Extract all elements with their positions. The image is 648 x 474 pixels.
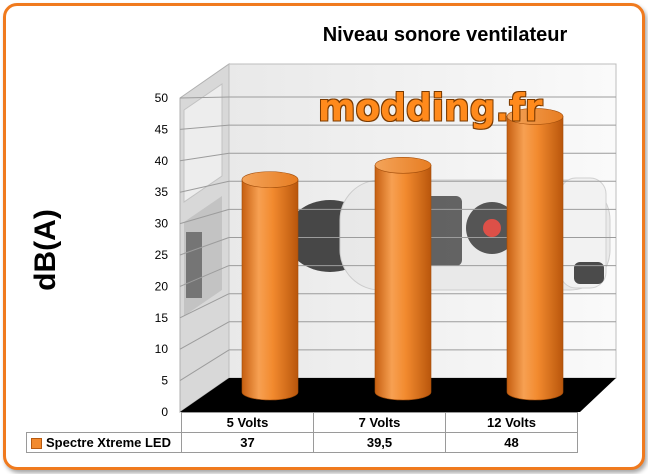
- bar-top: [374, 156, 432, 174]
- y-tick-label: 35: [155, 185, 169, 199]
- y-tick-label: 20: [155, 279, 169, 293]
- gridline: [179, 265, 230, 287]
- legend-swatch: [31, 438, 42, 450]
- bar-top: [241, 171, 299, 188]
- bar: [374, 156, 432, 401]
- data-table-header-row: 5 Volts 7 Volts 12 Volts: [27, 412, 578, 433]
- category-label: 7 Volts: [313, 412, 446, 433]
- bar-top: [506, 108, 564, 125]
- data-table-series-row: Spectre Xtreme LED 37 39,5 48: [26, 432, 578, 453]
- y-tick-label: 40: [155, 154, 169, 168]
- series-name: Spectre Xtreme LED: [46, 435, 171, 450]
- y-tick-label: 50: [155, 91, 169, 105]
- y-tick-label: 0: [161, 405, 168, 419]
- category-label: 12 Volts: [445, 412, 578, 433]
- bars: [241, 108, 564, 401]
- data-label: 39,5: [313, 432, 446, 453]
- bar-body: [241, 179, 299, 401]
- device-box-photo: [183, 83, 223, 316]
- gridline: [179, 237, 230, 256]
- gridline: [179, 293, 230, 319]
- gridline: [179, 180, 230, 193]
- data-label: 37: [181, 432, 314, 453]
- data-label: 48: [445, 432, 578, 453]
- data-table-corner: [27, 413, 182, 433]
- series-legend-cell: Spectre Xtreme LED: [26, 432, 182, 453]
- bar: [506, 108, 564, 401]
- chart-title: Niveau sonore ventilateur: [322, 24, 568, 46]
- data-table: 5 Volts 7 Volts 12 Volts Spectre Xtreme …: [26, 412, 578, 453]
- bar-body: [506, 116, 564, 401]
- y-tick-label: 30: [155, 217, 169, 231]
- y-tick-label: 10: [155, 342, 169, 356]
- gridline: [179, 208, 230, 225]
- gridline: [179, 152, 230, 162]
- bar: [241, 171, 299, 401]
- y-tick-label: 25: [155, 248, 169, 262]
- watermark-logo: modding.fr: [318, 86, 543, 131]
- y-tick-labels: 0 5 10 15 20 25 30 35 40 45 50: [155, 91, 169, 419]
- y-tick-label: 5: [161, 374, 168, 388]
- gridline: [179, 96, 230, 99]
- bar-body: [374, 164, 432, 401]
- category-label: 5 Volts: [181, 412, 314, 433]
- y-tick-label: 45: [155, 122, 169, 136]
- gridline: [179, 124, 230, 130]
- gridline: [179, 321, 230, 350]
- y-tick-label: 15: [155, 311, 169, 325]
- gridline: [179, 349, 230, 382]
